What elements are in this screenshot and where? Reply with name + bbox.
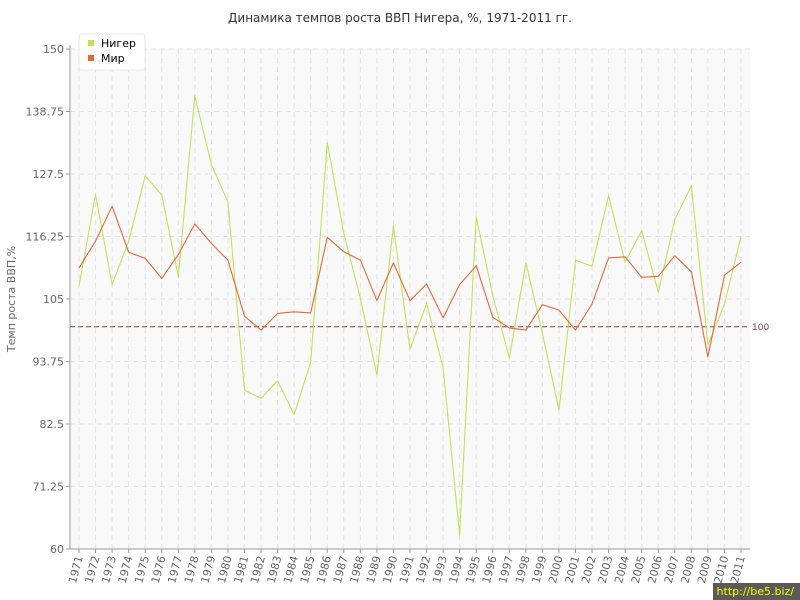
chart-title: Динамика темпов роста ВВП Нигера, %, 197…: [228, 11, 572, 25]
x-tick-labels: 1971197219731974197519761977197819791980…: [66, 554, 748, 584]
y-tick-label: 105: [43, 293, 64, 306]
series-line-1: [78, 205, 742, 358]
legend: Нигер Мир: [78, 33, 146, 71]
legend-entry-label: Мир: [101, 52, 125, 65]
x-tick-label: 2011: [728, 554, 748, 584]
y-tick-label: 82.5: [40, 418, 65, 431]
y-axis-label: Темп роста ВВП,%: [5, 246, 18, 353]
watermark-link[interactable]: http://be5.biz/: [712, 583, 800, 600]
y-tick-label: 116.25: [26, 231, 65, 244]
legend-swatch: [88, 55, 94, 61]
legend-entry-label: Нигер: [101, 37, 136, 50]
y-tick-label: 150: [43, 43, 64, 56]
grid-lines: [70, 48, 750, 549]
y-tick-label: 71.25: [33, 481, 65, 494]
y-tick-label: 93.75: [33, 356, 65, 369]
reference-line: 100: [70, 323, 769, 333]
legend-box: [78, 33, 146, 71]
reference-line-label: 100: [752, 323, 769, 333]
legend-swatch: [88, 40, 94, 46]
y-tick-label: 138.75: [26, 106, 65, 119]
y-tick-label: 60: [50, 543, 64, 556]
axes: [66, 45, 750, 553]
series-lines: [78, 95, 742, 536]
y-tick-labels: 60 71.25 82.5 93.75 105 116.25 127.5 138.75 150: [26, 43, 65, 556]
series-line-0: [78, 95, 742, 536]
y-tick-label: 127.5: [33, 168, 65, 181]
